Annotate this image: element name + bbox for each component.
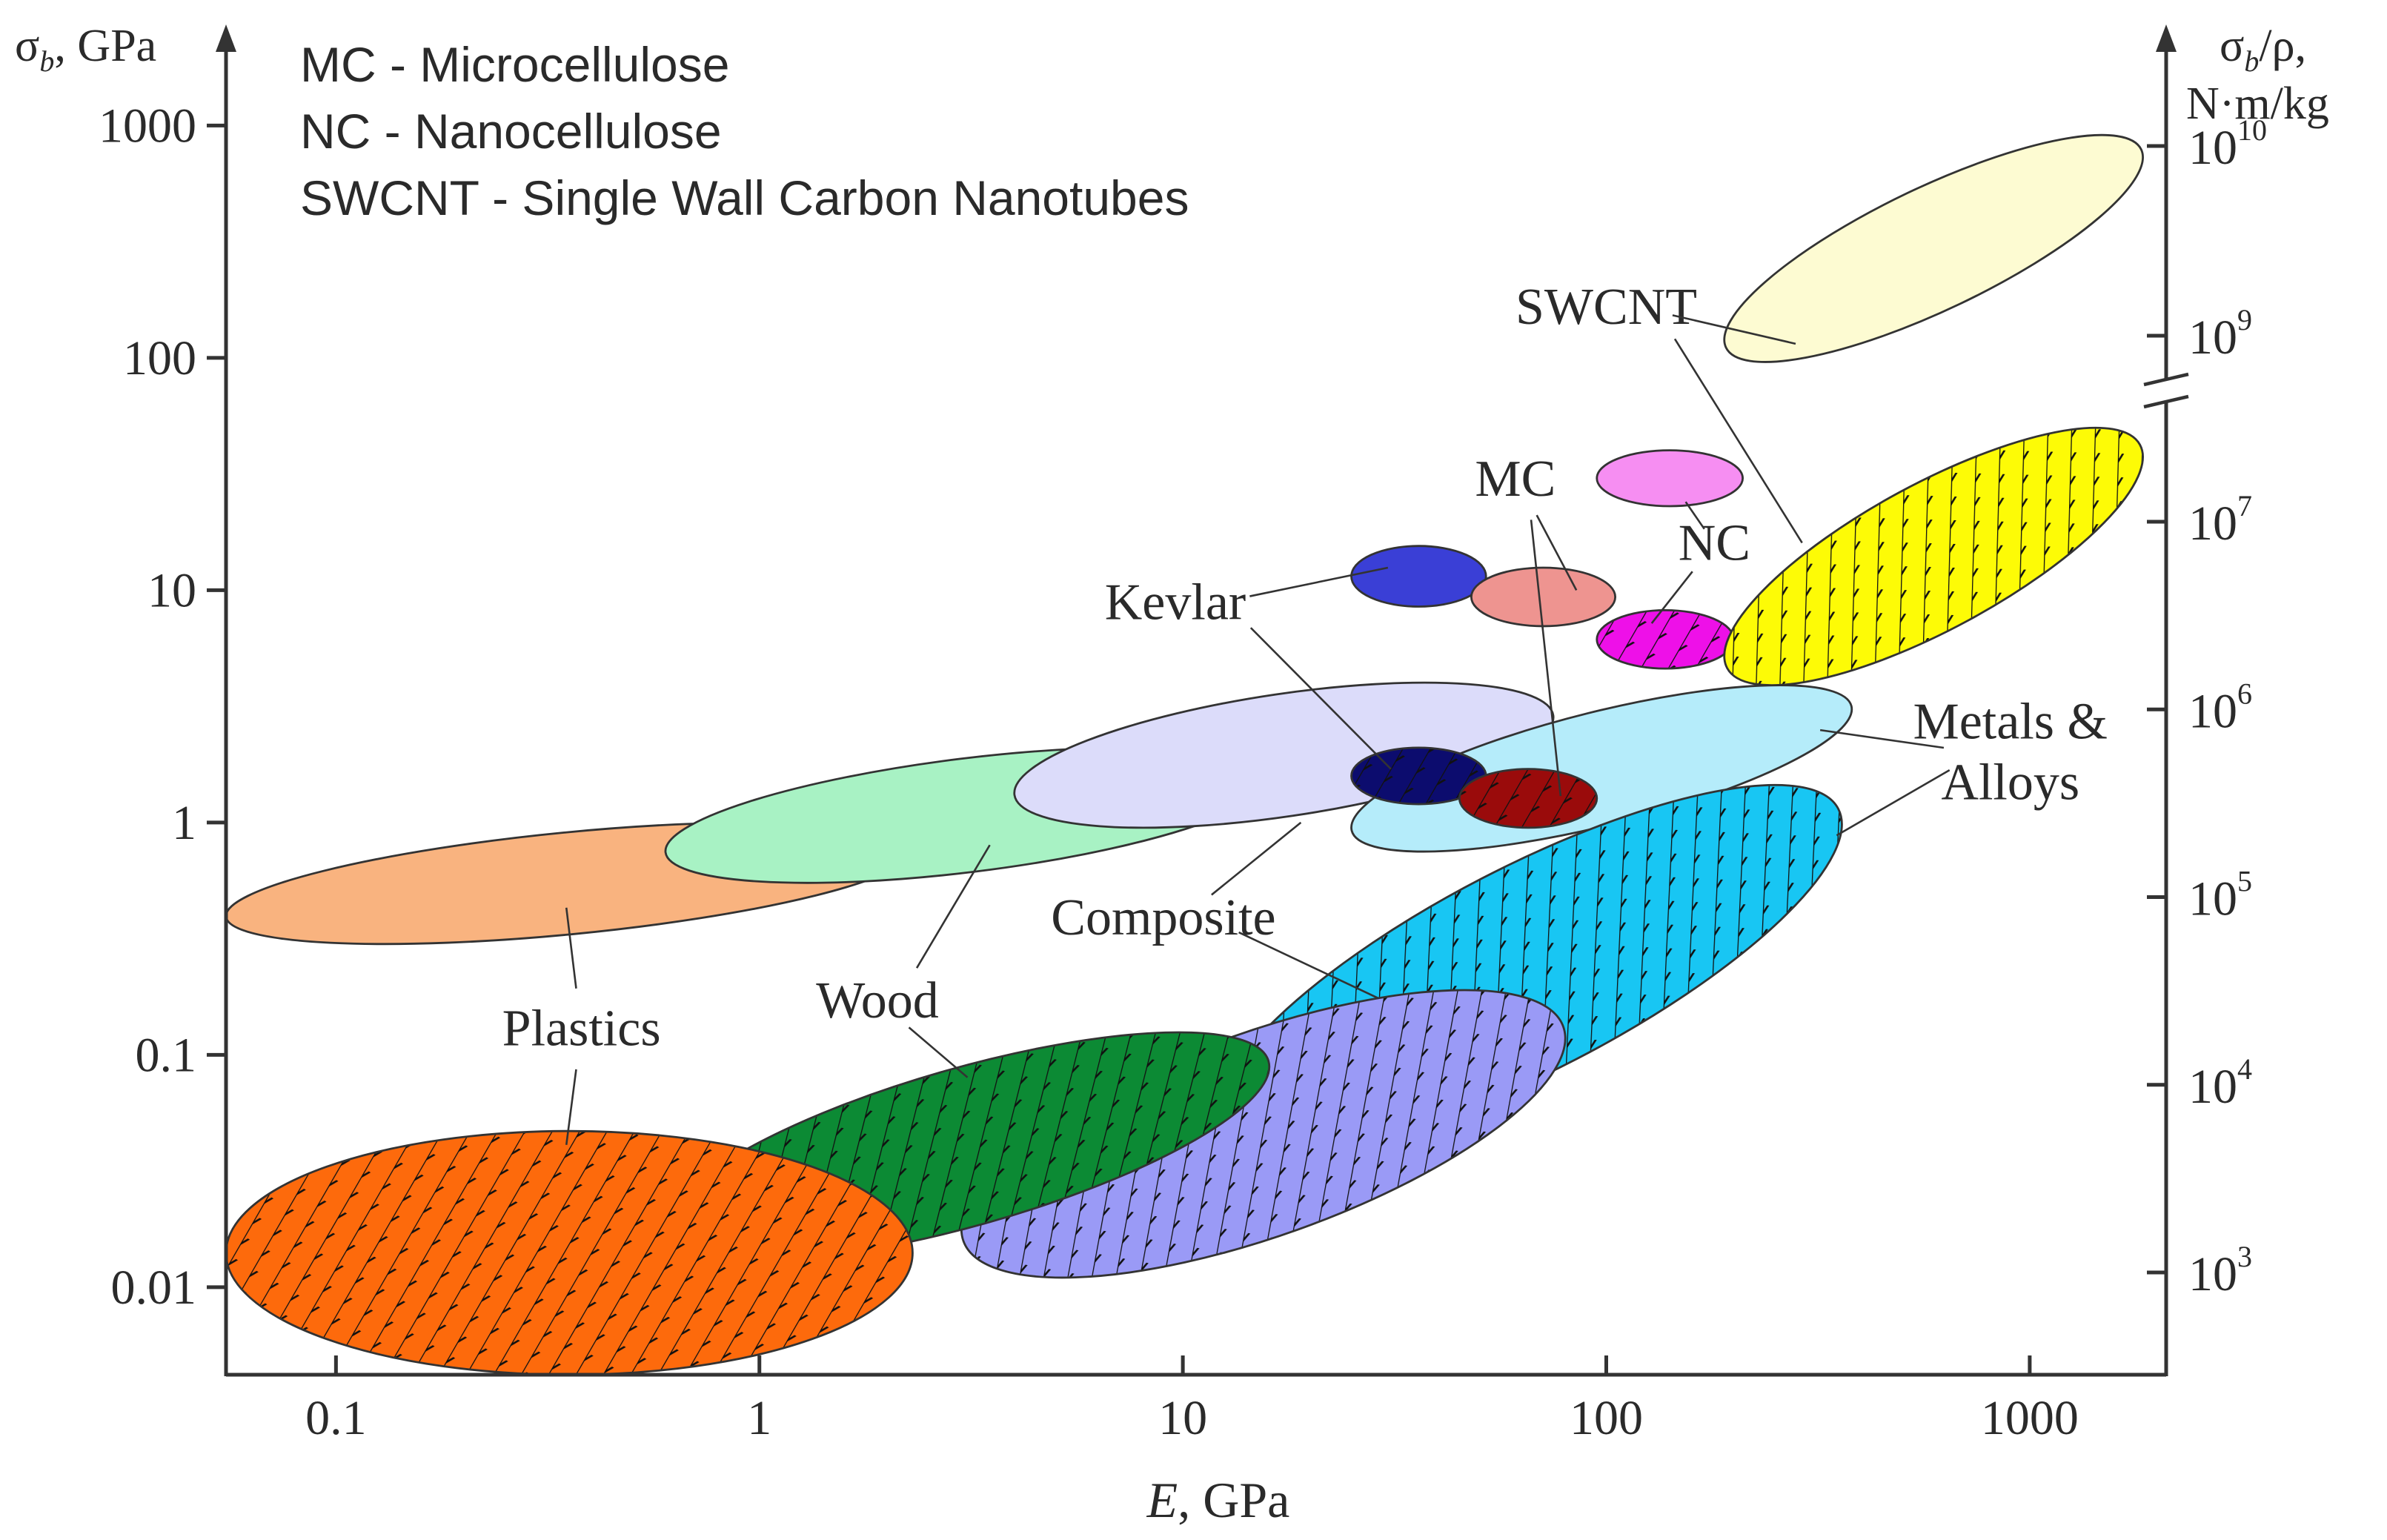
left-y-tick-label: 1 xyxy=(172,796,196,850)
left-y-tick-label: 10 xyxy=(147,563,196,617)
annotation-mc-leader-2 xyxy=(1530,520,1562,797)
annotation-nc-leader-1 xyxy=(1684,501,1705,530)
legend-line-3: SWCNT - Single Wall Carbon Nanotubes xyxy=(300,170,1189,225)
right-y-axis-arrow xyxy=(2156,24,2177,52)
annotation-metals-alloys-label: Alloys xyxy=(1941,754,2079,811)
annotation-nc-leader-2 xyxy=(1650,571,1693,624)
legend-line-1: MC - Microcellulose xyxy=(300,37,729,92)
right-y-tick-mantissa: 10 xyxy=(2188,872,2237,926)
right-y-tick-exponent: 10 xyxy=(2237,113,2267,147)
left-y-axis-label: σb, GPa xyxy=(15,21,156,78)
right-y-axis-label-symbol: σ xyxy=(2220,21,2244,71)
right-y-tick-exponent: 4 xyxy=(2237,1052,2252,1086)
annotation-composite-leader-2 xyxy=(1238,931,1379,1000)
right-y-tick-mantissa: 10 xyxy=(2188,684,2237,738)
right-y-tick-label: 107 xyxy=(2188,489,2252,551)
annotation-plastics-leader-1 xyxy=(565,907,577,989)
legend-line-2: NC - Nanocellulose xyxy=(300,104,722,159)
right-y-tick-mantissa: 10 xyxy=(2188,1247,2237,1301)
annotation-wood-leader-2 xyxy=(908,1026,969,1078)
left-y-tick-label: 1000 xyxy=(99,99,196,153)
region-nc-strength xyxy=(1596,449,1744,508)
left-y-tick-label: 0.01 xyxy=(111,1261,197,1315)
annotation-mc-leader-1 xyxy=(1536,514,1578,591)
left-y-axis-label-symbol: σ xyxy=(15,21,39,71)
region-nc-specific xyxy=(1596,608,1735,670)
region-mc-specific xyxy=(1458,768,1598,829)
annotation-mc-label: MC xyxy=(1475,451,1556,508)
right-y-tick-label: 104 xyxy=(2188,1052,2252,1114)
right-y-tick-mantissa: 10 xyxy=(2188,1060,2237,1114)
right-y-axis-label-rest: /ρ, xyxy=(2259,21,2306,71)
right-y-tick-mantissa: 10 xyxy=(2188,121,2237,175)
annotation-metals-alloys-leader-2 xyxy=(1836,769,1951,837)
right-y-tick-exponent: 3 xyxy=(2237,1240,2252,1273)
annotation-composite-label: Composite xyxy=(1051,889,1275,946)
right-y-tick-label: 109 xyxy=(2188,303,2252,365)
right-y-tick-label: 1010 xyxy=(2188,113,2267,175)
annotation-swcnt-label: SWCNT xyxy=(1515,279,1697,336)
annotation-nc-label: NC xyxy=(1679,515,1750,572)
region-mc-strength xyxy=(1470,566,1617,628)
right-y-axis-break xyxy=(2143,372,2189,409)
region-composite-modulus xyxy=(1013,681,1555,829)
right-y-tick-label: 103 xyxy=(2188,1240,2252,1301)
x-tick-label: 1 xyxy=(747,1391,771,1445)
right-y-tick-label: 106 xyxy=(2188,677,2252,738)
annotation-kevlar-label: Kevlar xyxy=(1105,574,1246,631)
annotation-composite-leader-1 xyxy=(1211,821,1302,896)
annotation-wood-leader-1 xyxy=(915,844,991,969)
right-y-tick-exponent: 5 xyxy=(2237,865,2252,898)
region-kevlar-strength xyxy=(1350,545,1487,608)
annotation-swcnt-leader-2 xyxy=(1673,338,1803,544)
left-y-axis-label-unit: , GPa xyxy=(54,21,156,71)
x-tick-label: 100 xyxy=(1570,1391,1643,1445)
region-swcnt-strength xyxy=(1723,133,2144,363)
annotation-metals-alloys-leader-1 xyxy=(1819,728,1945,749)
region-plastics-specific xyxy=(226,1129,914,1375)
annotation-metals-alloys-label: Metals & xyxy=(1913,693,2108,750)
annotations: Plastics Wood Composite Kevlar MC NC SWCNT Meta… xyxy=(502,279,2108,1145)
x-tick-label: 0.1 xyxy=(305,1391,367,1445)
x-axis-label: E, GPa xyxy=(1146,1472,1290,1528)
left-y-axis-label-subscript: b xyxy=(39,44,54,78)
right-y-tick-mantissa: 10 xyxy=(2188,311,2237,365)
right-y-axis-label-line2: N·m/kg xyxy=(2186,79,2329,129)
annotation-wood-label: Wood xyxy=(816,972,938,1029)
right-y-axis-label-subscript: b xyxy=(2244,44,2259,78)
right-y-tick-exponent: 9 xyxy=(2237,303,2252,336)
annotation-plastics-leader-2 xyxy=(565,1069,577,1145)
x-tick-label: 1000 xyxy=(1981,1391,2079,1445)
x-axis-label-unit: , GPa xyxy=(1178,1472,1289,1528)
annotation-kevlar-leader-2 xyxy=(1249,627,1392,770)
material-regions xyxy=(226,133,2144,1375)
annotation-swcnt-leader-1 xyxy=(1672,314,1796,345)
region-swcnt-specific xyxy=(1723,426,2144,686)
annotation-kevlar-leader-1 xyxy=(1249,566,1389,597)
right-y-tick-exponent: 7 xyxy=(2237,489,2252,522)
legend: MC - Microcellulose NC - Nanocellulose SWC… xyxy=(300,37,1189,225)
left-y-axis-arrow xyxy=(216,24,236,52)
right-y-tick-label: 105 xyxy=(2188,865,2252,926)
x-axis-label-symbol: E xyxy=(1146,1472,1178,1528)
right-y-tick-mantissa: 10 xyxy=(2188,497,2237,551)
x-tick-label: 10 xyxy=(1158,1391,1207,1445)
right-y-axis-label-line1: σb/ρ, xyxy=(2220,21,2306,78)
right-y-tick-exponent: 6 xyxy=(2237,677,2252,710)
left-y-tick-label: 100 xyxy=(123,331,196,385)
left-y-tick-label: 0.1 xyxy=(136,1028,197,1082)
annotation-plastics-label: Plastics xyxy=(502,1000,661,1057)
